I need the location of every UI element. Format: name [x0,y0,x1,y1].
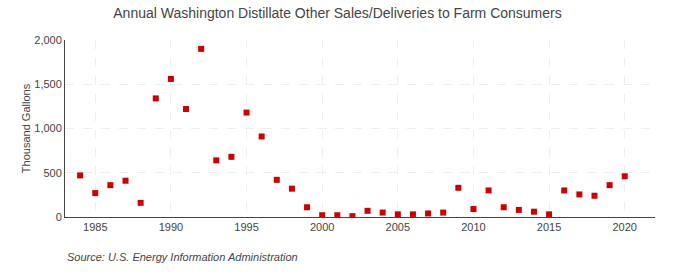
svg-text:0: 0 [56,211,62,223]
svg-text:Annual Washington Distillate O: Annual Washington Distillate Other Sales… [113,5,561,21]
svg-text:1,000: 1,000 [34,122,62,134]
svg-text:1985: 1985 [83,221,107,233]
svg-text:2005: 2005 [386,221,410,233]
svg-text:1995: 1995 [234,221,258,233]
svg-text:2000: 2000 [310,221,334,233]
svg-text:1990: 1990 [159,221,183,233]
svg-text:2015: 2015 [537,221,561,233]
svg-text:2010: 2010 [461,221,485,233]
svg-text:2020: 2020 [612,221,636,233]
svg-text:Source: U.S. Energy Informatio: Source: U.S. Energy Information Administ… [67,251,298,263]
svg-text:Thousand Gallons: Thousand Gallons [20,83,32,173]
svg-text:500: 500 [43,167,61,179]
svg-text:1,500: 1,500 [34,78,62,90]
svg-text:2,000: 2,000 [34,34,62,46]
